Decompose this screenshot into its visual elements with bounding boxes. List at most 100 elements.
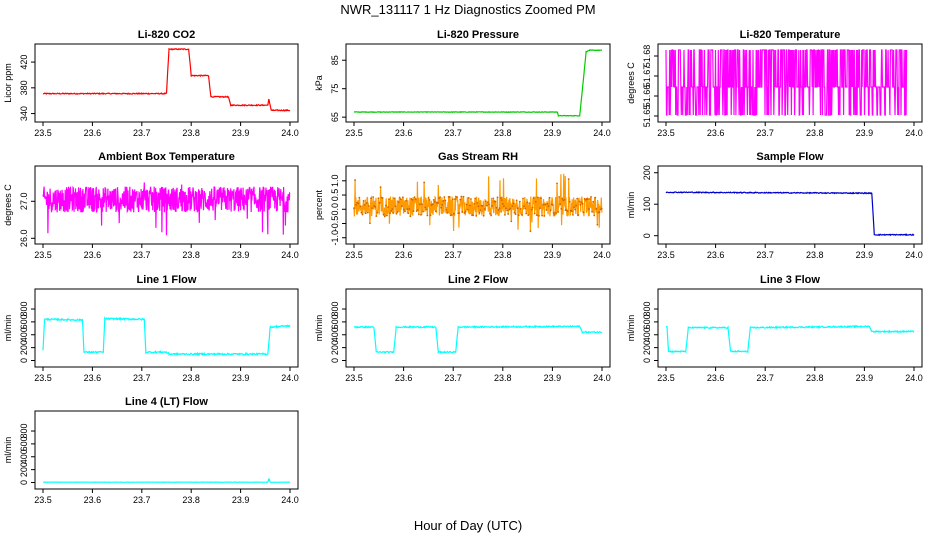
series-point bbox=[458, 212, 461, 215]
y-tick-label: 200 bbox=[19, 462, 29, 477]
series-point bbox=[450, 214, 453, 216]
x-tick-label: 23.8 bbox=[806, 128, 824, 138]
series-point bbox=[418, 203, 421, 206]
series-point bbox=[498, 207, 501, 210]
series-point bbox=[559, 203, 562, 205]
series-point bbox=[355, 204, 358, 206]
series-line bbox=[43, 478, 291, 483]
series-point bbox=[365, 202, 368, 204]
series-group bbox=[353, 173, 603, 233]
panel-1: Li-820 Pressure kPa 23.5 23.6 23.7 23.8 23.9 24… bbox=[314, 29, 611, 138]
series-point bbox=[381, 197, 384, 199]
y-tick-label: 600 bbox=[19, 436, 29, 451]
series-point bbox=[580, 201, 583, 204]
series-point bbox=[422, 210, 424, 213]
series-point bbox=[578, 200, 581, 203]
y-tick-label: 800 bbox=[19, 424, 29, 439]
y-tick-label: 800 bbox=[330, 302, 340, 317]
x-tick-label: 24.0 bbox=[593, 128, 611, 138]
series-point bbox=[416, 209, 419, 211]
series-point bbox=[374, 205, 377, 208]
x-tick-label: 23.7 bbox=[444, 250, 462, 260]
series-point bbox=[523, 205, 525, 208]
x-tick-label: 24.0 bbox=[281, 128, 299, 138]
series-point bbox=[375, 215, 378, 218]
series-point bbox=[587, 208, 590, 210]
series-point bbox=[495, 206, 498, 209]
x-tick-label: 24.0 bbox=[593, 373, 611, 383]
series-point bbox=[600, 207, 603, 210]
series-group bbox=[43, 478, 291, 483]
series-point bbox=[556, 182, 558, 185]
y-tick-label: 85 bbox=[330, 55, 340, 65]
x-tick-label: 23.8 bbox=[182, 495, 200, 505]
series-point bbox=[553, 213, 556, 216]
series-point bbox=[431, 203, 434, 206]
series-point bbox=[432, 198, 435, 201]
series-point bbox=[577, 214, 580, 216]
series-point bbox=[384, 204, 387, 207]
x-tick-label: 23.5 bbox=[34, 373, 52, 383]
y-tick-label: 400 bbox=[642, 327, 652, 342]
y-tick-label: 420 bbox=[19, 55, 29, 70]
figure-x-axis-label: Hour of Day (UTC) bbox=[413, 518, 523, 533]
x-tick-label: 23.5 bbox=[34, 128, 52, 138]
series-point bbox=[540, 197, 542, 200]
series-point bbox=[551, 204, 554, 206]
series-line bbox=[353, 324, 603, 355]
x-tick-label: 23.8 bbox=[182, 373, 200, 383]
y-tick-label: 400 bbox=[19, 327, 29, 342]
y-tick-label: 600 bbox=[19, 314, 29, 329]
y-axis-label: degrees C bbox=[3, 184, 13, 226]
series-point bbox=[529, 230, 532, 233]
y-tick-label: 340 bbox=[19, 106, 29, 121]
panel-0: Li-820 CO2 Licor ppm 23.5 23.6 23.7 23.8 23.9 2… bbox=[3, 29, 299, 138]
plot-frame bbox=[34, 288, 299, 368]
series-point bbox=[476, 202, 479, 204]
series-line bbox=[665, 324, 915, 354]
series-point bbox=[407, 212, 410, 215]
series-point bbox=[526, 201, 529, 204]
series-point bbox=[489, 212, 491, 215]
series-point bbox=[570, 210, 573, 213]
series-point bbox=[360, 211, 363, 214]
y-tick-label: 1.0 bbox=[330, 175, 340, 188]
series-point bbox=[378, 202, 381, 204]
x-tick-label: 23.5 bbox=[657, 250, 675, 260]
series-point bbox=[362, 199, 365, 202]
series-point bbox=[396, 211, 399, 213]
series-point bbox=[377, 197, 380, 200]
y-tick-label: 51.67 bbox=[642, 65, 652, 88]
series-point bbox=[579, 203, 582, 206]
series-point bbox=[496, 196, 499, 199]
plot-frame bbox=[34, 410, 299, 490]
series-point bbox=[548, 196, 551, 199]
series-point bbox=[483, 208, 486, 210]
series-group bbox=[665, 324, 915, 354]
series-point bbox=[546, 202, 549, 205]
series-point bbox=[519, 207, 522, 210]
series-point bbox=[516, 207, 519, 210]
y-axis-label: ml/min bbox=[626, 192, 636, 219]
series-line bbox=[665, 191, 915, 237]
x-tick-label: 23.9 bbox=[232, 495, 250, 505]
series-point bbox=[460, 195, 463, 198]
series-point bbox=[429, 214, 432, 217]
x-tick-label: 23.7 bbox=[133, 250, 151, 260]
series-point bbox=[560, 207, 563, 210]
series-point bbox=[557, 211, 559, 213]
x-tick-label: 23.5 bbox=[345, 128, 363, 138]
series-point bbox=[444, 199, 447, 202]
x-tick-label: 23.5 bbox=[657, 128, 675, 138]
x-tick-label: 23.8 bbox=[494, 128, 512, 138]
x-tick-label: 23.9 bbox=[232, 128, 250, 138]
series-point bbox=[558, 196, 561, 198]
series-point bbox=[369, 222, 371, 225]
series-point bbox=[405, 199, 407, 202]
series-point bbox=[491, 205, 494, 207]
series-point bbox=[364, 212, 367, 215]
y-tick-label: 600 bbox=[330, 314, 340, 329]
series-point bbox=[424, 206, 427, 209]
y-tick-label: 51.66 bbox=[642, 85, 652, 108]
series-line bbox=[353, 173, 603, 232]
